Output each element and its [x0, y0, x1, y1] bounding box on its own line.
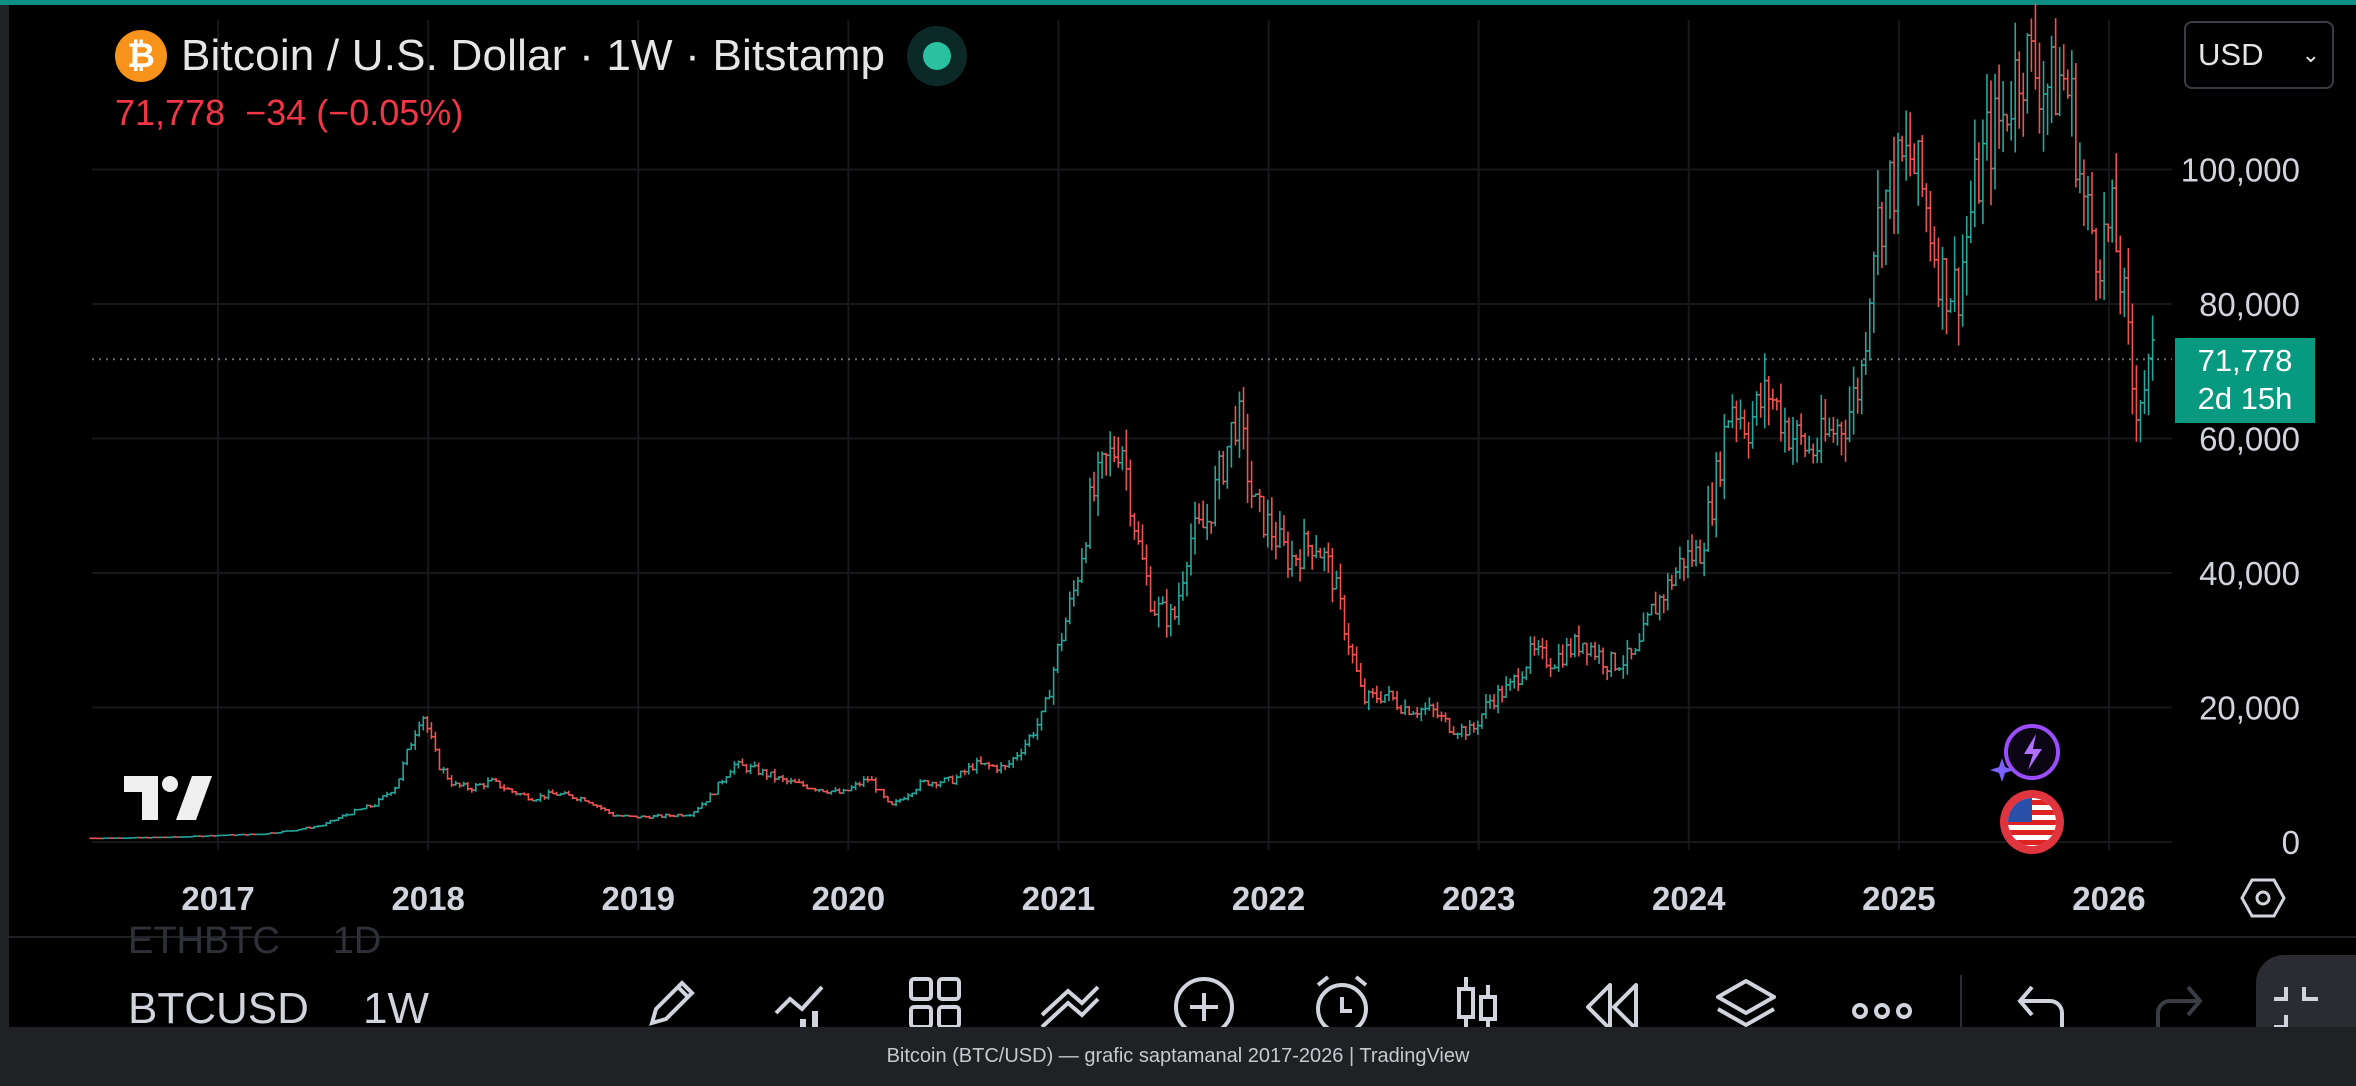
- x-tick-label: 2022: [1232, 880, 1305, 917]
- indicators-icon[interactable]: [770, 975, 834, 1035]
- caption-bar: Bitcoin (BTC/USD) — grafic saptamanal 20…: [0, 1027, 2356, 1086]
- x-tick-label: 2023: [1442, 880, 1515, 917]
- alert-clock-icon[interactable]: [1310, 975, 1374, 1035]
- symbol-title[interactable]: Bitcoin / U.S. Dollar · 1W · Bitstamp: [181, 31, 886, 80]
- y-tick-label: 0: [2282, 824, 2300, 861]
- top-accent-line: [0, 0, 2356, 5]
- last-price: 71,778: [115, 92, 226, 133]
- tradingview-logo-icon[interactable]: [124, 776, 212, 825]
- symbol-button[interactable]: BTCUSD: [128, 984, 309, 1033]
- currency-label: USD: [2198, 37, 2264, 72]
- replay-icon[interactable]: [1580, 975, 1644, 1035]
- panel-divider: [0, 936, 2356, 938]
- x-tick-label: 2025: [1862, 880, 1935, 917]
- chart-settings-icon[interactable]: [2240, 878, 2286, 923]
- bitcoin-logo: ₿: [115, 30, 167, 82]
- price-chart[interactable]: 0 20,000 40,000 60,000 80,000 100,000 2017 2018…: [0, 0, 2356, 1027]
- chevron-down-icon: ⌄: [2301, 42, 2320, 67]
- candles-icon[interactable]: [1446, 975, 1510, 1035]
- x-tick-label: 2026: [2072, 880, 2145, 917]
- caption-text: Bitcoin (BTC/USD) — grafic saptamanal 20…: [886, 1045, 1470, 1067]
- y-tick-label: 100,000: [2181, 152, 2300, 189]
- y-tick-label: 60,000: [2199, 421, 2300, 458]
- drawings-icon[interactable]: [1038, 975, 1102, 1035]
- y-tick-label: 20,000: [2199, 690, 2300, 727]
- price-change: −34 (−0.05%): [245, 92, 464, 133]
- us-flag-icon[interactable]: [2000, 790, 2064, 854]
- y-tick-label: 80,000: [2199, 286, 2300, 323]
- fullscreen-corner-icon[interactable]: [2256, 955, 2356, 1035]
- x-tick-label: 2021: [1022, 880, 1095, 917]
- previous-symbol-row[interactable]: ETHBTC 1D: [128, 920, 381, 963]
- price-tag-value: 71,778: [2197, 343, 2293, 378]
- x-tick-label: 2019: [602, 880, 675, 917]
- interval-button[interactable]: 1W: [363, 984, 429, 1033]
- last-price-tag: 71,778 2d 15h: [2175, 338, 2315, 423]
- y-tick-label: 40,000: [2199, 555, 2300, 592]
- layers-icon[interactable]: [1714, 975, 1778, 1035]
- x-tick-label: 2017: [181, 880, 254, 917]
- add-icon[interactable]: [1172, 975, 1236, 1037]
- price-tag-countdown: 2d 15h: [2197, 381, 2293, 416]
- more-icon[interactable]: [1850, 975, 1914, 1035]
- x-tick-label: 2018: [391, 880, 464, 917]
- lightning-event-icon[interactable]: [1990, 722, 2064, 791]
- toolbar-separator: [1960, 975, 1962, 1027]
- layout-grid-icon[interactable]: [905, 975, 969, 1035]
- symbol-header: ₿ Bitcoin / U.S. Dollar · 1W · Bitstamp: [115, 25, 968, 87]
- undo-icon[interactable]: [2010, 975, 2074, 1035]
- prev-symbol: ETHBTC: [128, 920, 280, 962]
- chart-frame: [0, 5, 2356, 1027]
- prev-interval: 1D: [332, 920, 382, 962]
- x-tick-label: 2020: [812, 880, 885, 917]
- currency-select[interactable]: USD ⌄: [2184, 21, 2334, 89]
- price-quote: 71,778 −34 (−0.05%): [115, 92, 463, 134]
- redo-icon[interactable]: [2146, 975, 2210, 1035]
- pencil-icon[interactable]: [640, 975, 704, 1035]
- x-tick-label: 2024: [1652, 880, 1726, 917]
- market-status-icon[interactable]: [907, 26, 968, 86]
